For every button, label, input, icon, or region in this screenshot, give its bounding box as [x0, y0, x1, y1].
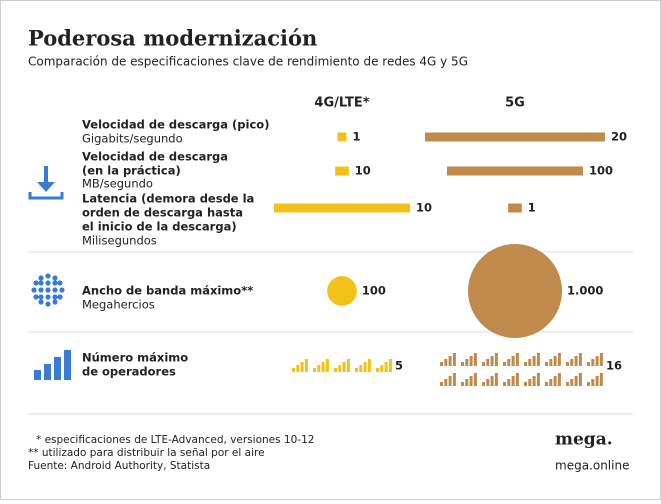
download-icon — [28, 166, 64, 200]
row-title: Ancho de banda máximo** — [82, 284, 253, 298]
footnote: * especificaciones de LTE-Advanced, vers… — [36, 434, 314, 446]
value-label: 16 — [606, 359, 622, 373]
row-unit: MB/segundo — [82, 177, 153, 191]
bar — [508, 203, 522, 213]
bar — [425, 132, 605, 142]
value-label: 1 — [353, 130, 361, 144]
column-header: 4G/LTE* — [314, 96, 369, 111]
title: Poderosa modernización — [28, 26, 317, 51]
row-unit: Milisegundos — [82, 234, 157, 248]
row-title: Velocidad de descarga (pico) — [82, 118, 269, 132]
bandwidth-icon — [31, 273, 65, 307]
brand-url: mega.online — [555, 459, 629, 473]
bubble — [468, 244, 562, 338]
value-label: 100 — [589, 164, 613, 178]
bar — [335, 166, 349, 176]
operator-icons — [292, 359, 392, 372]
row-title: Velocidad de descarga — [82, 150, 228, 164]
bar — [274, 203, 410, 213]
value-label: 10 — [416, 201, 432, 215]
value-label: 1 — [528, 201, 536, 215]
row-title: (en la práctica) — [82, 164, 181, 178]
row-title: orden de descarga hasta — [82, 206, 243, 220]
row-title: Número máximo — [82, 351, 188, 365]
operator-icons — [440, 353, 603, 386]
bubble — [327, 276, 357, 306]
value-label: 100 — [362, 284, 386, 298]
row-unit: Megahercios — [82, 298, 155, 312]
column-header: 5G — [505, 96, 525, 111]
logo: mega. — [555, 430, 613, 450]
row-unit: Gigabits/segundo — [82, 132, 183, 146]
row-title: de operadores — [82, 365, 176, 379]
row-title: Latencia (demora desde la — [82, 192, 254, 206]
bar — [447, 166, 583, 176]
subtitle: Comparación de especificaciones clave de… — [28, 55, 468, 69]
footnote: ** utilizado para distribuir la señal po… — [28, 447, 265, 459]
footnote: Fuente: Android Authority, Statista — [28, 460, 210, 472]
value-label: 5 — [395, 359, 403, 373]
value-label: 1.000 — [567, 284, 603, 298]
value-label: 10 — [355, 164, 371, 178]
row-title: el inicio de la descarga) — [82, 220, 237, 234]
value-label: 20 — [611, 130, 627, 144]
bar — [337, 132, 347, 142]
operators-icon — [34, 350, 71, 380]
